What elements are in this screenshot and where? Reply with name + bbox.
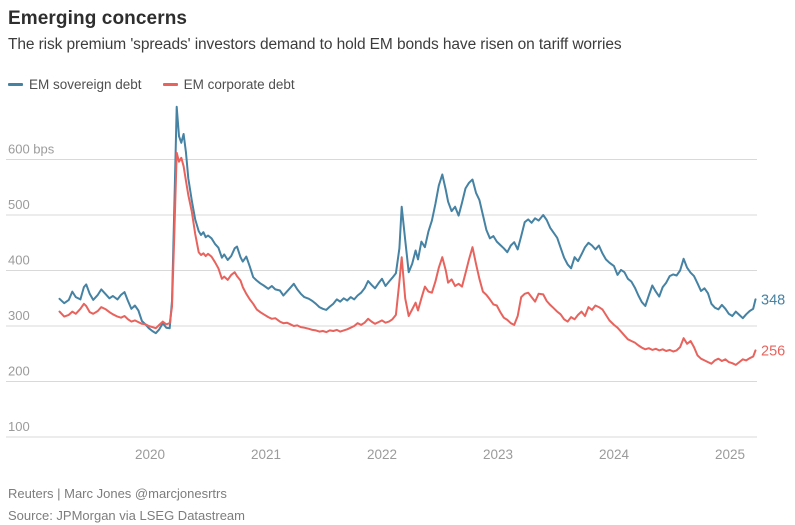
x-tick-label: 2023 xyxy=(483,447,513,462)
x-tick-label: 2021 xyxy=(251,447,281,462)
legend: EM sovereign debt EM corporate debt xyxy=(8,76,295,92)
series-line-corporate xyxy=(58,151,757,366)
y-tick-label: 300 xyxy=(8,308,30,323)
legend-item-sovereign: EM sovereign debt xyxy=(8,77,142,92)
x-tick-label: 2025 xyxy=(715,447,745,462)
legend-label-sovereign: EM sovereign debt xyxy=(29,76,142,92)
legend-label-corporate: EM corporate debt xyxy=(183,76,295,92)
legend-dash-sovereign-icon xyxy=(8,82,23,86)
y-tick-label: 100 xyxy=(8,419,30,434)
series-end-label-sovereign: 348 xyxy=(761,292,785,308)
legend-item-corporate: EM corporate debt xyxy=(162,76,295,92)
x-tick-label: 2022 xyxy=(367,447,397,462)
series-line-sovereign xyxy=(58,105,757,335)
x-tick-label: 2020 xyxy=(135,447,165,462)
byline: Reuters | Marc Jones @marcjonesrtrs xyxy=(8,486,227,501)
source-line: Source: JPMorgan via LSEG Datastream xyxy=(8,508,245,523)
legend-dash-corporate-icon xyxy=(162,82,178,86)
y-tick-label: 600 bps xyxy=(8,142,55,157)
x-tick-label: 2024 xyxy=(599,447,630,462)
page-title: Emerging concerns xyxy=(8,8,188,29)
series-end-label-corporate: 256 xyxy=(761,343,785,359)
y-tick-label: 400 xyxy=(8,253,30,268)
page-subtitle: The risk premium 'spreads' investors dem… xyxy=(8,36,622,53)
y-tick-label: 200 xyxy=(8,364,30,379)
y-tick-label: 500 xyxy=(8,197,30,212)
